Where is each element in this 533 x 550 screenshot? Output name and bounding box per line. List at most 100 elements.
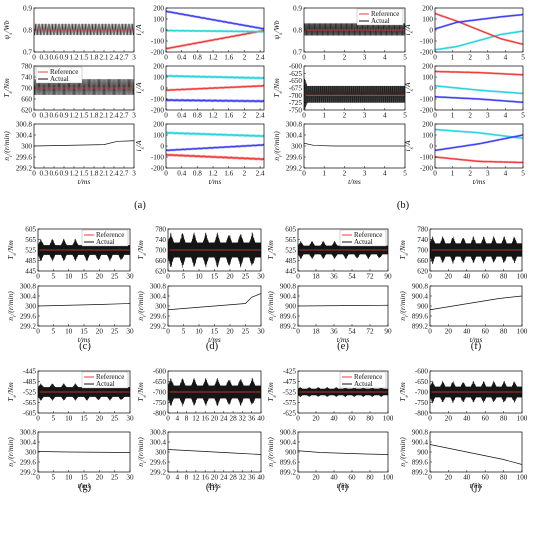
xtick-label-c-Te-2: 10 xyxy=(65,273,73,281)
ytick-label-a-i2-3: 100 xyxy=(153,74,164,82)
plot-area-c-n xyxy=(38,303,130,307)
ytick-label-e-n-2: 900 xyxy=(285,303,296,311)
xlabel-j-n: t/ms xyxy=(470,481,483,490)
xtick-label-d-Te-3: 15 xyxy=(211,273,219,281)
ytick-label-i-Te-0: -625 xyxy=(283,410,297,418)
xtick-label-b-i2-1: 1 xyxy=(451,112,455,120)
ytick-label-b-Te-4: -650 xyxy=(289,77,303,85)
chart-e-Te: 0 18 36 54 72 90 445 485 525 565 605 Te/Nm Reference… xyxy=(266,226,392,281)
ylabel-f-Te: Te/Nm xyxy=(398,240,410,260)
chart-j-n: 0 20 40 60 80 100 899.2 899.6 900 900.4 900.8nr/(r… xyxy=(398,429,528,491)
series-i-n-0 xyxy=(298,450,388,455)
plot-area-f-Te xyxy=(430,236,522,264)
ytick-label-j-Te-1: -750 xyxy=(415,399,429,407)
charts-layer: 0 0.3 0.6 0.9 1.2 1.5 1.8 2.1 2.4 2.7 30.70.80.9ψs… xyxy=(2,5,528,491)
xtick-label-a-psi-8: 2.4 xyxy=(110,54,119,62)
legend-reference-label: Reference xyxy=(354,373,382,381)
series-j-n-0 xyxy=(430,444,522,465)
series-b-n-0 xyxy=(304,142,405,147)
ytick-label-a-i1-2: 0 xyxy=(160,27,164,35)
ytick-label-b-i1-4: 200 xyxy=(422,5,433,13)
ytick-label-d-Te-1: 660 xyxy=(155,257,166,265)
ytick-label-i-n-1: 899.6 xyxy=(280,459,297,467)
series-e-Te-actual xyxy=(298,240,388,260)
xtick-label-a-i1-0: 0 xyxy=(164,54,168,62)
xtick-label-j-n-3: 60 xyxy=(482,474,490,482)
series-d-Te-actual xyxy=(168,232,261,268)
xtick-label-b-i1-5: 5 xyxy=(521,54,525,62)
ytick-label-j-Te-0: -800 xyxy=(415,410,429,418)
xtick-label-j-n-5: 100 xyxy=(517,474,528,482)
ylabel-b-n: nr/(r/min) xyxy=(272,131,284,161)
ytick-label-d-n-4: 300.8 xyxy=(150,283,167,291)
xtick-label-a-Te-0: 0 xyxy=(32,112,36,120)
ytick-label-c-n-2: 300 xyxy=(25,303,36,311)
xtick-label-e-n-4: 72 xyxy=(366,328,374,336)
chart-b-i1: 0 1 2 3 4 5 -200 -100 0 100 200 is/A xyxy=(403,5,525,62)
xtick-label-f-Te-3: 60 xyxy=(482,273,490,281)
xtick-label-g-n-3: 15 xyxy=(80,474,88,482)
xtick-label-h-n-6: 24 xyxy=(220,474,228,482)
xtick-label-j-n-0: 0 xyxy=(428,474,432,482)
ytick-label-c-Te-2: 525 xyxy=(25,247,36,255)
ylabel-f-n: nr/(r/min) xyxy=(398,291,410,321)
xtick-label-g-n-0: 0 xyxy=(36,474,40,482)
xtick-label-b-Te-2: 2 xyxy=(343,112,347,120)
xtick-label-a-Te-6: 1.8 xyxy=(90,112,99,120)
ytick-label-b-Te-2: -700 xyxy=(289,92,303,100)
chart-e-n: 0 18 36 54 72 90 899.2 899.6 900 900.4 900.8nr/(r/… xyxy=(266,283,392,345)
ytick-label-b-i3-2: 0 xyxy=(429,143,433,151)
xtick-label-i-Te-1: 20 xyxy=(312,415,320,423)
xtick-label-b-n-0: 0 xyxy=(302,170,306,178)
legend-actual-label: Actual xyxy=(96,238,115,246)
ytick-label-a-i1-1: -100 xyxy=(151,38,165,46)
ylabel-d-Te: Te/Nm xyxy=(136,240,148,260)
xtick-label-i-Te-0: 0 xyxy=(296,415,300,423)
ytick-label-j-Te-4: -600 xyxy=(415,368,429,376)
xtick-label-j-n-2: 40 xyxy=(463,474,471,482)
ytick-label-b-i2-4: 200 xyxy=(422,63,433,71)
ytick-label-h-Te-4: -600 xyxy=(153,368,167,376)
plot-area-g-Te xyxy=(38,383,130,401)
ytick-label-f-Te-4: 780 xyxy=(417,226,428,234)
xtick-label-c-n-4: 20 xyxy=(96,328,104,336)
ytick-label-a-i3-0: -200 xyxy=(151,165,165,173)
legend-actual-label: Actual xyxy=(354,238,373,246)
series-a-i1-1 xyxy=(166,29,264,50)
ytick-label-i-n-3: 900.4 xyxy=(280,439,297,447)
xtick-label-e-Te-1: 18 xyxy=(312,273,320,281)
ytick-label-b-psi-2: 0.9 xyxy=(293,5,302,13)
chart-b-i2: 0 1 2 3 4 5 -200 -100 0 100 200 is/A xyxy=(403,63,525,120)
ytick-label-f-Te-0: 620 xyxy=(417,268,428,276)
ytick-label-h-n-3: 300.4 xyxy=(150,439,167,447)
series-b-i3-1 xyxy=(435,133,523,152)
ytick-label-g-n-0: 299.2 xyxy=(20,469,37,477)
series-g-Te-actual xyxy=(38,383,130,401)
series-a-i3-0 xyxy=(166,131,264,138)
xtick-label-a-i2-4: 1.6 xyxy=(224,112,233,120)
ytick-label-e-n-3: 900.4 xyxy=(280,293,297,301)
ylabel-j-n: nr/(r/min) xyxy=(398,437,410,467)
xtick-label-a-i3-6: 2.4 xyxy=(256,170,265,178)
xtick-label-h-n-0: 0 xyxy=(166,474,170,482)
ytick-label-a-i3-1: -100 xyxy=(151,154,165,162)
xtick-label-e-Te-2: 36 xyxy=(330,273,338,281)
xtick-label-e-Te-3: 54 xyxy=(348,273,356,281)
ytick-label-e-Te-3: 565 xyxy=(285,236,296,244)
chart-b-Te: 0 1 2 3 4 5 -750-725-700-675-650-625-600 Te/Nm xyxy=(272,63,407,120)
legend-actual-label: Actual xyxy=(371,17,390,25)
ylabel-a-n: nr/(r/min) xyxy=(2,131,14,161)
plot-area-d-n xyxy=(168,293,261,311)
plot-area-i-Te xyxy=(298,387,388,397)
series-h-n-0 xyxy=(168,449,261,455)
ytick-label-e-Te-2: 525 xyxy=(285,247,296,255)
xtick-label-d-n-0: 0 xyxy=(166,328,170,336)
xtick-label-b-n-2: 2 xyxy=(343,170,347,178)
plot-area-d-Te xyxy=(168,232,261,268)
ytick-label-a-i3-2: 0 xyxy=(160,143,164,151)
chart-i-Te: 0 20 40 60 80 100 -625 -575 -525 -475 -425 Te/Nm Ref… xyxy=(266,368,394,423)
xtick-label-a-i1-6: 2.4 xyxy=(256,54,265,62)
xtick-label-b-n-1: 1 xyxy=(322,170,326,178)
xtick-label-h-n-7: 28 xyxy=(230,474,238,482)
xtick-label-f-Te-2: 40 xyxy=(463,273,471,281)
